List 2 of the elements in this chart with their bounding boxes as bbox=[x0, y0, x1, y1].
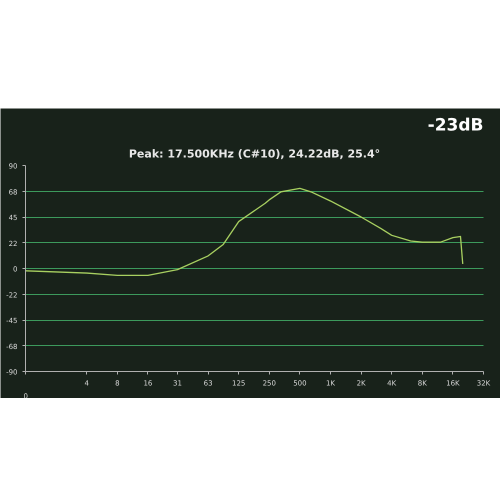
text: -23dB bbox=[428, 116, 484, 136]
chart-title: Peak: 17.500KHz (C#10), 24.22dB, 25.4° bbox=[128, 148, 380, 160]
